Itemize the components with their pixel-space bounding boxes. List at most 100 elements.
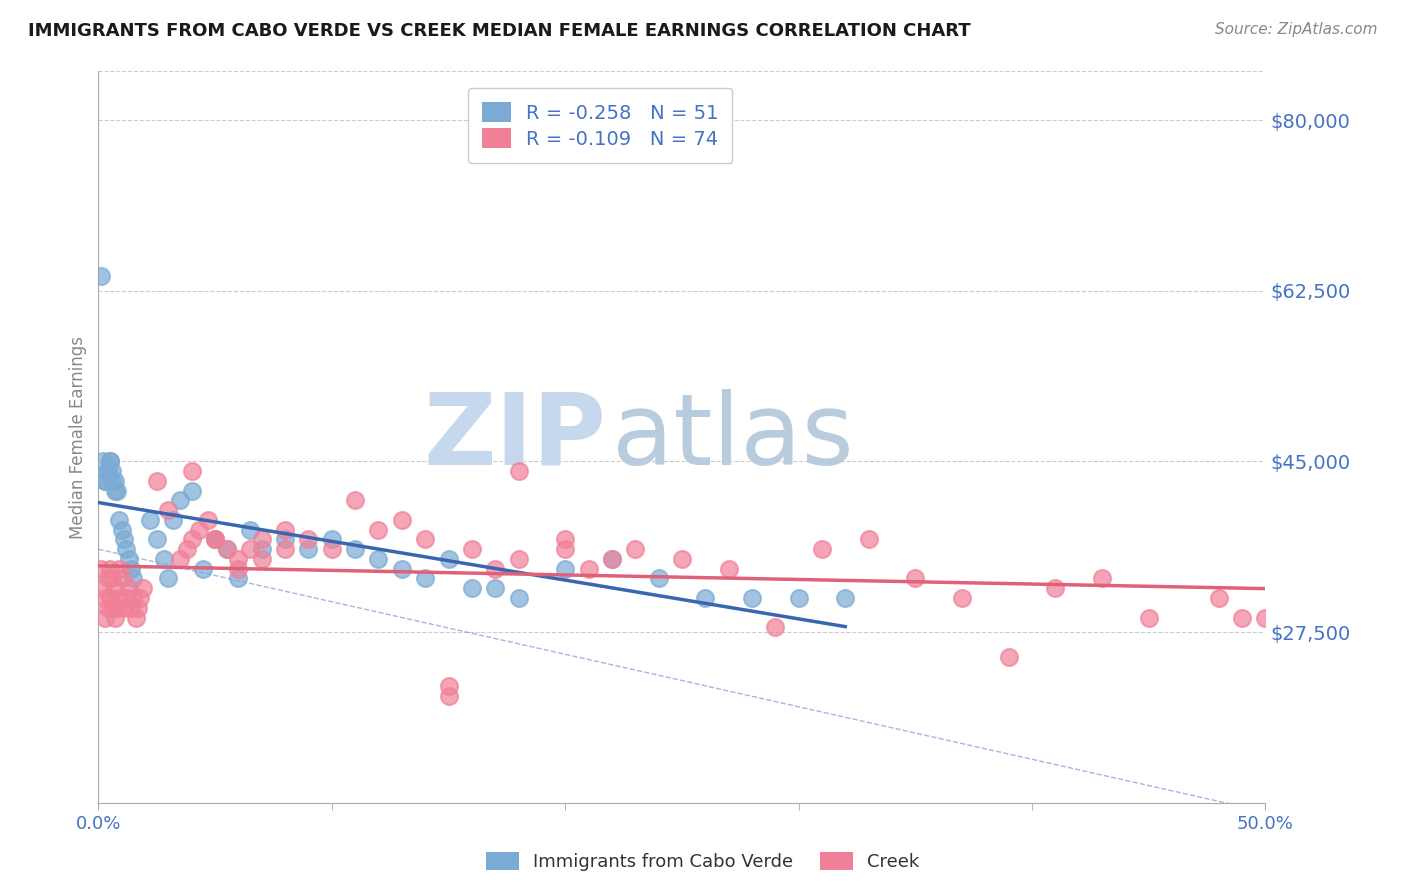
Point [146, 533, 169, 547]
Point [118, 552, 141, 566]
Point [391, 562, 413, 576]
Point [344, 493, 367, 508]
Point [169, 552, 191, 566]
Point [250, 533, 273, 547]
Y-axis label: Median Female Earnings: Median Female Earnings [69, 335, 87, 539]
Point [104, 610, 127, 624]
Point [139, 513, 162, 527]
Point [239, 542, 262, 557]
Point [787, 591, 810, 605]
Point [344, 542, 367, 557]
Point [228, 572, 250, 586]
Point [274, 542, 297, 557]
Point [108, 562, 131, 576]
Point [105, 600, 128, 615]
Point [391, 513, 413, 527]
Point [204, 533, 226, 547]
Point [297, 533, 319, 547]
Point [94, 610, 117, 624]
Point [180, 483, 202, 498]
Point [367, 523, 389, 537]
Point [118, 581, 141, 595]
Point [508, 464, 530, 478]
Point [197, 513, 219, 527]
Text: IMMIGRANTS FROM CABO VERDE VS CREEK MEDIAN FEMALE EARNINGS CORRELATION CHART: IMMIGRANTS FROM CABO VERDE VS CREEK MEDI… [28, 22, 970, 40]
Point [115, 591, 138, 605]
Point [228, 562, 250, 576]
Point [671, 552, 693, 566]
Point [108, 513, 131, 527]
Point [91, 454, 114, 468]
Point [193, 562, 215, 576]
Point [858, 533, 880, 547]
Point [104, 483, 127, 498]
Point [834, 591, 856, 605]
Point [578, 562, 600, 576]
Point [1208, 591, 1230, 605]
Point [132, 581, 155, 595]
Point [1230, 610, 1253, 624]
Point [111, 572, 134, 586]
Point [127, 600, 149, 615]
Point [104, 581, 127, 595]
Point [413, 533, 436, 547]
Point [101, 600, 124, 615]
Point [115, 542, 138, 557]
Point [122, 572, 145, 586]
Point [274, 523, 297, 537]
Point [146, 474, 169, 488]
Point [250, 542, 273, 557]
Point [105, 591, 128, 605]
Point [600, 552, 623, 566]
Point [811, 542, 834, 557]
Point [321, 533, 343, 547]
Point [741, 591, 763, 605]
Point [204, 533, 226, 547]
Point [1254, 610, 1277, 624]
Point [91, 581, 114, 595]
Point [461, 581, 484, 595]
Point [94, 591, 117, 605]
Point [97, 600, 120, 615]
Point [695, 591, 717, 605]
Point [104, 474, 127, 488]
Point [120, 600, 142, 615]
Point [204, 533, 226, 547]
Point [647, 572, 669, 586]
Point [157, 503, 180, 517]
Point [90, 269, 112, 284]
Point [176, 542, 198, 557]
Point [437, 552, 460, 566]
Point [125, 610, 148, 624]
Point [129, 591, 152, 605]
Point [105, 483, 128, 498]
Point [297, 542, 319, 557]
Point [321, 542, 343, 557]
Point [554, 542, 576, 557]
Point [98, 591, 121, 605]
Point [120, 562, 142, 576]
Point [157, 572, 180, 586]
Point [367, 552, 389, 566]
Point [111, 523, 134, 537]
Point [508, 591, 530, 605]
Point [717, 562, 740, 576]
Point [101, 572, 124, 586]
Point [1045, 581, 1067, 595]
Point [554, 533, 576, 547]
Point [215, 542, 238, 557]
Point [904, 572, 927, 586]
Point [94, 474, 117, 488]
Point [97, 464, 120, 478]
Point [461, 542, 484, 557]
Point [215, 542, 238, 557]
Point [554, 562, 576, 576]
Point [112, 600, 135, 615]
Point [274, 533, 297, 547]
Point [484, 581, 506, 595]
Point [437, 679, 460, 693]
Point [1137, 610, 1160, 624]
Legend: R = -0.258   N = 51, R = -0.109   N = 74: R = -0.258 N = 51, R = -0.109 N = 74 [468, 88, 733, 162]
Point [997, 649, 1019, 664]
Point [413, 572, 436, 586]
